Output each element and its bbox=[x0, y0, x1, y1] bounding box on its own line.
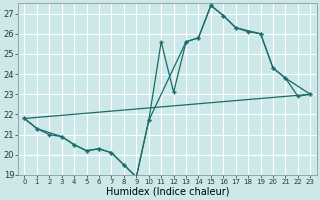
X-axis label: Humidex (Indice chaleur): Humidex (Indice chaleur) bbox=[106, 187, 229, 197]
